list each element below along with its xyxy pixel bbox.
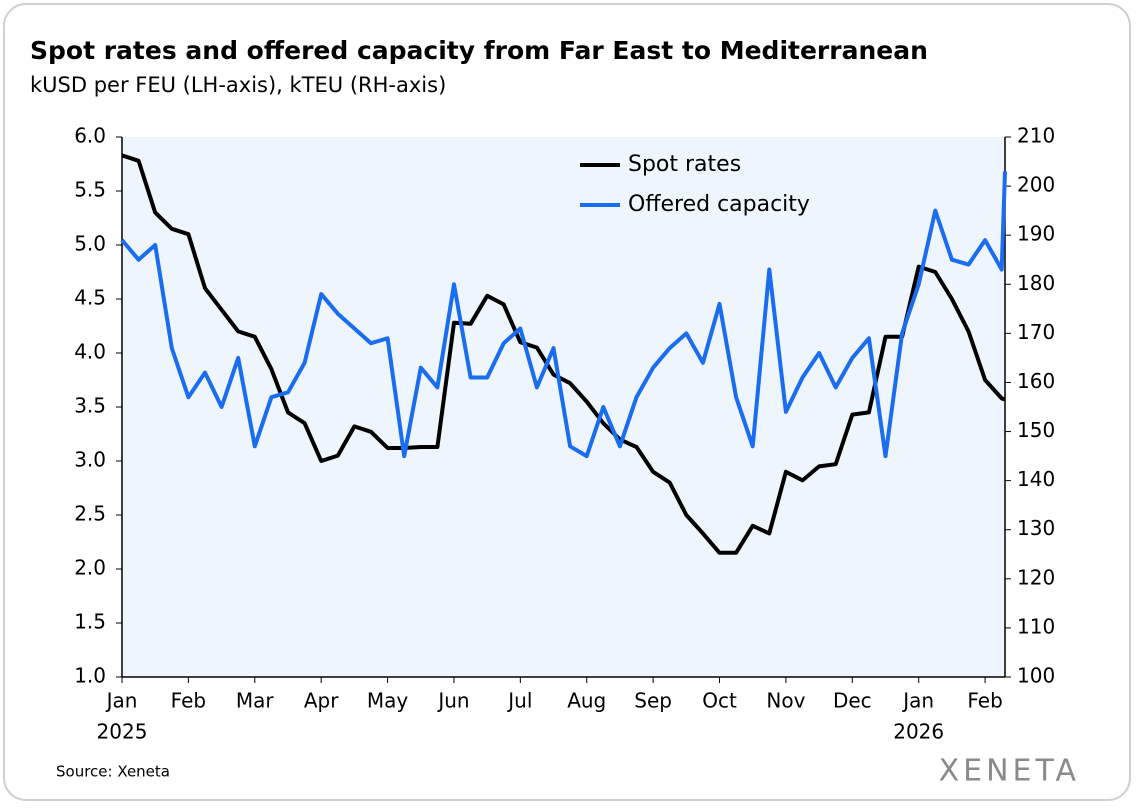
y-tick-label: 1.0 [74, 664, 106, 688]
y2-tick-label: 130 [1017, 516, 1055, 540]
y2-tick-label: 150 [1017, 418, 1055, 442]
y-tick-label: 2.5 [74, 502, 106, 526]
y2-tick-label: 210 [1017, 124, 1055, 148]
y2-tick-label: 110 [1017, 614, 1055, 638]
y2-tick-label: 140 [1017, 467, 1055, 491]
y-tick-label: 5.0 [74, 232, 106, 256]
y2-tick-label: 170 [1017, 320, 1055, 344]
y2-tick-label: 120 [1017, 565, 1055, 589]
x-tick-label: Aug [567, 689, 606, 713]
x-tick-label: Jul [506, 689, 532, 713]
x-tick-label: Jun [436, 689, 469, 713]
y2-tick-label: 180 [1017, 271, 1055, 295]
series-line [121, 153, 1006, 555]
y2-tick-label: 190 [1017, 222, 1055, 246]
x-tick-label: Feb [171, 689, 206, 713]
y-tick-label: 4.0 [74, 340, 106, 364]
y-tick-label: 3.0 [74, 448, 106, 472]
y2-tick-label: 100 [1017, 664, 1055, 688]
y2-tick-label: 160 [1017, 369, 1055, 393]
logo: XENETA [939, 754, 1080, 789]
x-tick-label: Feb [967, 689, 1002, 713]
x-tick-label: Mar [236, 689, 275, 713]
chart-subtitle: kUSD per FEU (LH-axis), kTEU (RH-axis) [30, 73, 446, 97]
x-tick-label: Nov [766, 689, 805, 713]
x-tick-label: Jan [105, 689, 138, 713]
source: Source: Xeneta [56, 763, 170, 781]
x-tick-label: Sep [634, 689, 672, 713]
year-label: 2025 [97, 720, 148, 744]
y-tick-label: 6.0 [74, 124, 106, 148]
x-tick-label: Dec [833, 689, 872, 713]
y2-tick-label: 200 [1017, 173, 1055, 197]
y-tick-label: 3.5 [74, 394, 106, 418]
year-label: 2026 [893, 720, 944, 744]
x-tick-label: May [367, 689, 409, 713]
x-tick-label: Oct [702, 689, 737, 713]
x-tick-label: Jan [901, 689, 934, 713]
series-line [120, 171, 1007, 459]
y-tick-label: 5.5 [74, 178, 106, 202]
x-tick-label: Apr [304, 689, 339, 713]
y-tick-label: 1.5 [74, 610, 106, 634]
chart-title: Spot rates and offered capacity from Far… [30, 36, 928, 65]
y-tick-label: 2.0 [74, 556, 106, 580]
legend-label: Offered capacity [628, 192, 810, 217]
legend-label: Spot rates [628, 152, 741, 177]
y-tick-label: 4.5 [74, 286, 106, 310]
